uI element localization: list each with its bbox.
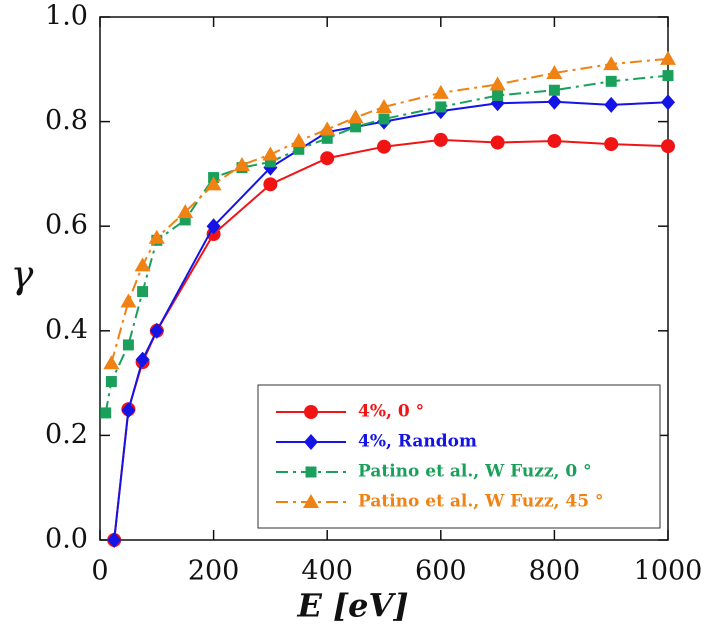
marker: [489, 76, 506, 91]
marker: [661, 94, 675, 111]
legend-marker: [304, 434, 318, 450]
legend-marker: [305, 466, 317, 478]
marker: [604, 137, 619, 152]
marker: [490, 135, 505, 150]
marker: [177, 204, 194, 219]
marker: [605, 75, 617, 87]
marker: [347, 109, 364, 124]
marker: [107, 532, 122, 548]
marker: [492, 89, 504, 101]
x-tick-label: 800: [529, 556, 581, 587]
series-line: [110, 57, 669, 364]
legend-marker: [304, 405, 318, 419]
marker: [262, 146, 279, 161]
x-tick-label: 1000: [634, 556, 703, 587]
marker: [660, 50, 676, 65]
legend-label: Patino et al., W Fuzz, 0 °: [358, 462, 592, 482]
marker: [105, 376, 117, 388]
marker: [135, 351, 150, 368]
marker: [376, 98, 392, 113]
marker: [234, 157, 250, 172]
y-tick-label: 0.2: [45, 419, 88, 450]
marker: [432, 84, 449, 99]
legend-label: 4%, Random: [358, 432, 477, 452]
y-tick-label: 0.4: [45, 314, 88, 345]
marker: [350, 121, 362, 133]
marker: [547, 133, 562, 148]
legend-box: [257, 384, 661, 529]
marker: [149, 322, 164, 339]
marker: [603, 56, 620, 71]
marker: [263, 177, 278, 192]
marker: [546, 64, 563, 79]
marker: [179, 214, 191, 226]
marker: [319, 121, 336, 136]
y-axis-label: γ: [11, 253, 34, 297]
marker: [290, 132, 307, 147]
legend-marker: [303, 494, 319, 508]
marker: [378, 113, 390, 125]
series-line: [104, 74, 669, 414]
x-tick-label: 600: [415, 556, 467, 587]
x-tick-label: 200: [188, 556, 240, 587]
marker: [321, 132, 333, 144]
y-tick-label: 0.8: [45, 105, 88, 136]
marker: [206, 218, 221, 235]
marker: [604, 96, 619, 113]
marker: [205, 176, 222, 191]
legend-label: Patino et al., W Fuzz, 45 °: [358, 492, 603, 512]
marker: [120, 293, 137, 308]
marker: [148, 229, 165, 244]
marker: [122, 339, 134, 351]
x-tick-label: 0: [91, 556, 108, 587]
legend-label: 4%, 0 °: [358, 402, 424, 422]
plot-frame: [99, 16, 669, 541]
marker: [661, 139, 675, 154]
marker: [103, 355, 120, 370]
marker: [548, 84, 560, 96]
y-tick-label: 0.6: [45, 210, 88, 241]
marker: [121, 402, 136, 419]
x-tick-label: 400: [301, 556, 353, 587]
marker: [134, 257, 151, 272]
marker: [662, 70, 674, 82]
x-axis-label: E [eV]: [297, 587, 409, 625]
y-tick-label: 1.0: [45, 1, 88, 32]
y-tick-label: 0.0: [45, 524, 88, 555]
marker: [137, 286, 149, 298]
marker: [320, 151, 335, 166]
marker: [435, 101, 447, 113]
marker: [100, 407, 112, 419]
marker: [293, 143, 305, 155]
marker: [377, 139, 391, 154]
marker: [433, 132, 448, 147]
marker: [547, 93, 562, 110]
marker: [264, 156, 276, 168]
